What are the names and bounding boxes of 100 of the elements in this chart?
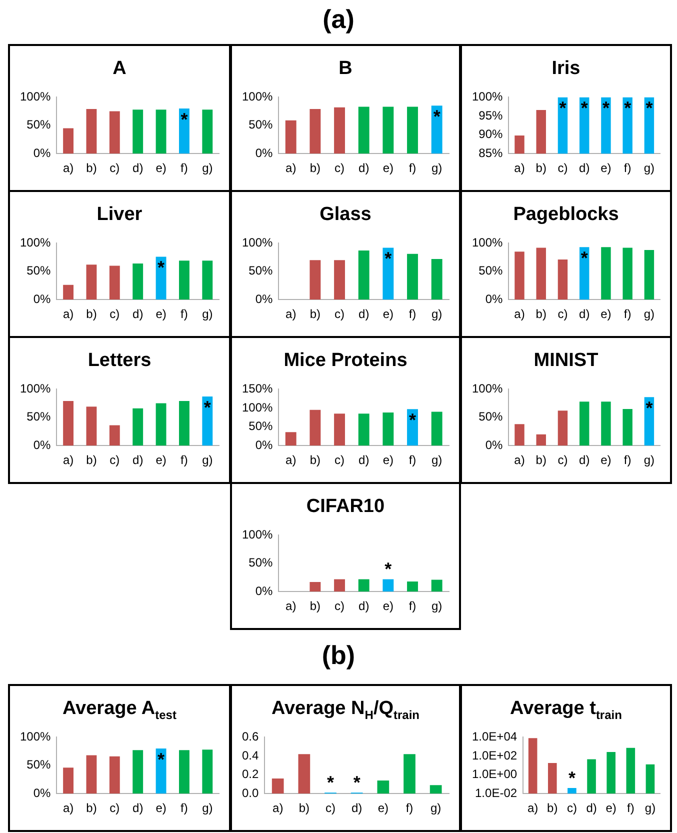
bar [558,410,568,446]
y-tick-label: 1.0E+02 [472,748,518,762]
bar [358,414,370,446]
bar [514,424,524,446]
x-tick-label: a) [286,161,296,176]
y-tick-label: 100% [242,528,274,542]
chart-title: Average t$_{train}$ [509,698,623,724]
x-tick-label: a) [286,453,296,468]
x-tick-label: f) [624,453,632,468]
annotation: * [353,772,360,793]
annotation: * [204,398,211,418]
y-tick-label: 0% [33,146,52,160]
bar [202,260,213,300]
bar [536,248,546,300]
y-tick-label: 50% [26,264,52,278]
x-tick-label: e) [156,801,166,816]
x-tick-label: e) [382,307,394,322]
x-tick-label: f) [180,307,188,322]
annotation: * [327,772,334,793]
bar [382,248,394,300]
annotation: * [408,410,416,430]
x-tick-label: a) [514,453,525,468]
chart-title: Mice Proteins [282,350,408,373]
y-tick-label: 95% [478,108,504,122]
x-tick-label: c) [110,161,120,176]
y-tick-label: 150% [242,382,274,396]
x-tick-label: d) [579,307,590,322]
bar [86,755,97,794]
bar [622,408,632,446]
annotation: * [568,768,576,788]
y-tick-label: 100% [472,382,504,396]
x-tick-label: e) [156,161,166,176]
bar [298,754,310,794]
x-tick-label: d) [132,453,144,468]
x-tick-label: g) [432,599,442,614]
annotation: * [646,398,653,418]
y-tick-label: 1.0E+00 [472,767,518,782]
y-tick-label: 0% [255,146,274,160]
x-tick-label: d) [358,453,370,468]
y-tick-label: 0.4 [242,748,259,762]
bar [86,406,97,446]
x-tick-label: c) [558,307,568,322]
x-tick-label: a) [62,307,74,322]
y-tick-label: 0% [485,438,504,452]
x-tick-label: f) [180,453,188,468]
x-tick-label: g) [644,307,655,322]
chart-title: MINIST [532,350,600,373]
y-tick-label: 50% [248,264,274,278]
bar [536,434,546,446]
bar [601,247,611,300]
x-tick-label: b) [310,161,321,176]
x-tick-label: a) [286,599,296,614]
chart-title: A [112,58,128,81]
y-tick-label: 85% [478,146,504,160]
bar [358,106,370,154]
bar [179,750,190,794]
x-tick-label: b) [547,801,558,816]
x-tick-label: f) [408,599,416,614]
x-tick-label: g) [644,801,656,816]
y-tick-label: 0% [255,438,274,452]
bar [202,750,213,794]
x-tick-label: g) [430,801,442,816]
annotation: * [559,98,566,118]
bar [310,410,321,446]
bar [358,250,370,300]
bar [63,128,74,154]
bar [109,425,120,446]
bar [579,402,590,446]
x-tick-label: f) [180,161,188,176]
y-tick-label: 0% [255,584,274,598]
x-tick-label: f) [626,801,634,816]
x-tick-label: b) [86,453,97,468]
x-tick-label: c) [334,161,345,176]
annotation: * [384,248,392,269]
y-tick-label: 50% [478,410,504,424]
x-tick-label: b) [536,307,546,322]
x-tick-label: b) [86,801,97,816]
bar [63,401,74,446]
x-tick-label: g) [202,307,213,322]
annotation: * [580,98,588,118]
x-tick-label: b) [86,161,97,176]
bar [132,264,144,300]
x-tick-label: a) [527,801,538,816]
bar [407,409,418,446]
chart-title: Average N$_{H}$/Q$_{train}$ [270,698,421,724]
x-tick-label: d) [358,599,370,614]
annotation: * [180,109,188,130]
x-tick-label: g) [432,453,442,468]
y-tick-label: 0% [255,292,274,306]
bar [310,109,321,154]
x-tick-label: b) [310,307,321,322]
chart-title: Glass [318,204,372,227]
x-tick-label: g) [202,453,213,468]
x-tick-label: e) [382,453,394,468]
x-tick-label: g) [202,161,213,176]
bar [156,110,166,154]
x-tick-label: b) [298,801,310,816]
bar [622,248,632,300]
x-tick-label: g) [432,161,442,176]
y-tick-label: 100% [20,236,52,250]
